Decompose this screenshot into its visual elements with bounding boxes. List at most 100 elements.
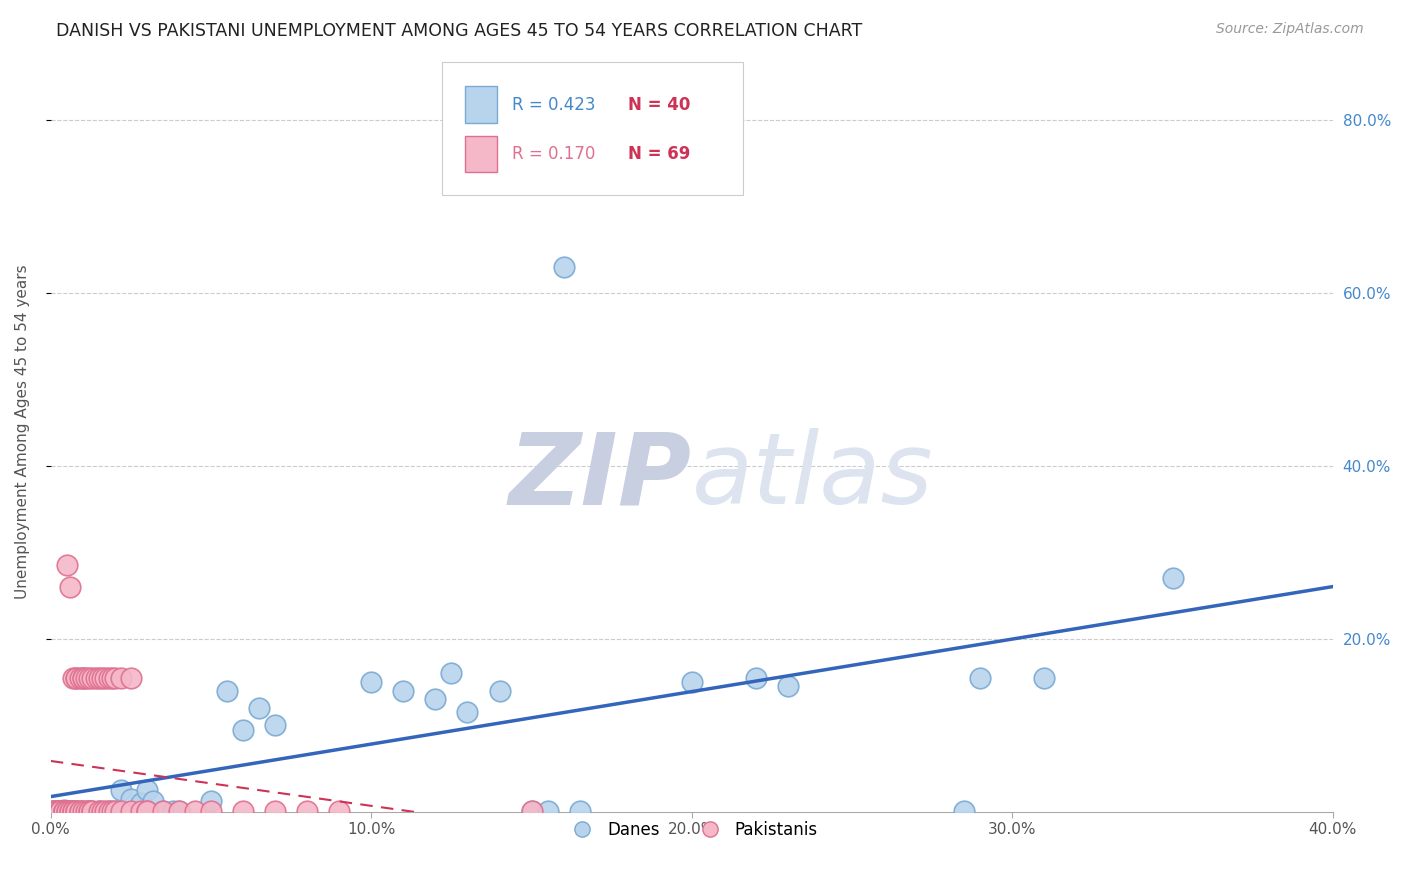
Point (46, 804, 69, 818)
Point (87, 804, 110, 818)
Point (152, 804, 174, 818)
Text: N = 69: N = 69 (627, 145, 690, 163)
Point (94, 804, 117, 818)
FancyBboxPatch shape (441, 62, 744, 195)
Point (681, 675, 703, 690)
Point (65, 804, 87, 818)
Point (52, 804, 75, 818)
Point (91, 804, 114, 818)
Point (87, 671, 110, 685)
Point (1161, 571, 1184, 585)
Point (82, 671, 104, 685)
Point (72, 671, 94, 685)
Point (553, 260, 575, 274)
Point (65, 671, 87, 685)
Point (79, 804, 101, 818)
Point (100, 804, 122, 818)
Point (129, 804, 152, 818)
Point (97, 804, 120, 818)
Point (62, 804, 84, 818)
Point (264, 804, 287, 818)
Point (59, 804, 82, 818)
Point (200, 804, 222, 818)
Point (52, 804, 75, 818)
Point (152, 804, 174, 818)
Point (56, 558, 79, 573)
Text: DANISH VS PAKISTANI UNEMPLOYMENT AMONG AGES 45 TO 54 YEARS CORRELATION CHART: DANISH VS PAKISTANI UNEMPLOYMENT AMONG A… (56, 22, 862, 40)
Point (200, 795, 222, 809)
Text: Source: ZipAtlas.com: Source: ZipAtlas.com (1216, 22, 1364, 37)
Point (72, 804, 94, 818)
Point (97, 671, 120, 685)
Text: R = 0.423: R = 0.423 (512, 95, 596, 113)
Legend: Danes, Pakistanis: Danes, Pakistanis (560, 814, 824, 846)
Point (65, 671, 87, 685)
Point (142, 795, 165, 809)
Point (87, 804, 110, 818)
Point (82, 804, 104, 818)
Point (104, 671, 127, 685)
Point (65, 804, 87, 818)
Point (776, 680, 799, 694)
Point (56, 804, 79, 818)
Point (297, 804, 319, 818)
Point (110, 783, 132, 797)
Point (745, 671, 768, 685)
Point (62, 804, 84, 818)
Point (100, 671, 122, 685)
Point (39, 804, 62, 818)
Point (1033, 671, 1056, 685)
Point (62, 671, 84, 685)
Point (75, 804, 97, 818)
Point (969, 671, 991, 685)
Point (167, 804, 190, 818)
Point (97, 804, 120, 818)
Point (79, 804, 101, 818)
Point (120, 671, 142, 685)
Point (46, 804, 69, 818)
Point (360, 675, 382, 690)
Point (392, 683, 415, 698)
Point (110, 671, 132, 685)
Point (425, 692, 447, 706)
Point (46, 804, 69, 818)
Point (59, 804, 82, 818)
Point (120, 792, 142, 806)
Point (69, 804, 91, 818)
Point (84, 671, 107, 685)
Point (72, 804, 94, 818)
Point (264, 718, 287, 732)
Point (69, 804, 91, 818)
Point (52, 804, 75, 818)
Point (440, 666, 463, 681)
Point (94, 671, 117, 685)
Point (72, 671, 94, 685)
Point (91, 671, 114, 685)
Point (59, 580, 82, 594)
Point (247, 701, 270, 715)
Point (120, 804, 142, 818)
Point (49, 804, 72, 818)
Point (79, 671, 101, 685)
Text: atlas: atlas (692, 428, 934, 525)
Point (75, 671, 97, 685)
Point (568, 804, 591, 818)
Point (488, 683, 510, 698)
Point (49, 804, 72, 818)
Point (456, 706, 478, 720)
Point (136, 804, 159, 818)
FancyBboxPatch shape (465, 87, 496, 123)
Point (232, 723, 254, 737)
Point (42, 804, 65, 818)
Point (136, 804, 159, 818)
Point (62, 804, 84, 818)
Point (129, 796, 152, 810)
Point (79, 804, 101, 818)
Point (232, 804, 254, 818)
Y-axis label: Unemployment Among Ages 45 to 54 years: Unemployment Among Ages 45 to 54 years (15, 264, 30, 599)
Point (82, 804, 104, 818)
Point (328, 804, 350, 818)
Point (42, 804, 65, 818)
Point (520, 804, 543, 818)
Point (69, 671, 91, 685)
